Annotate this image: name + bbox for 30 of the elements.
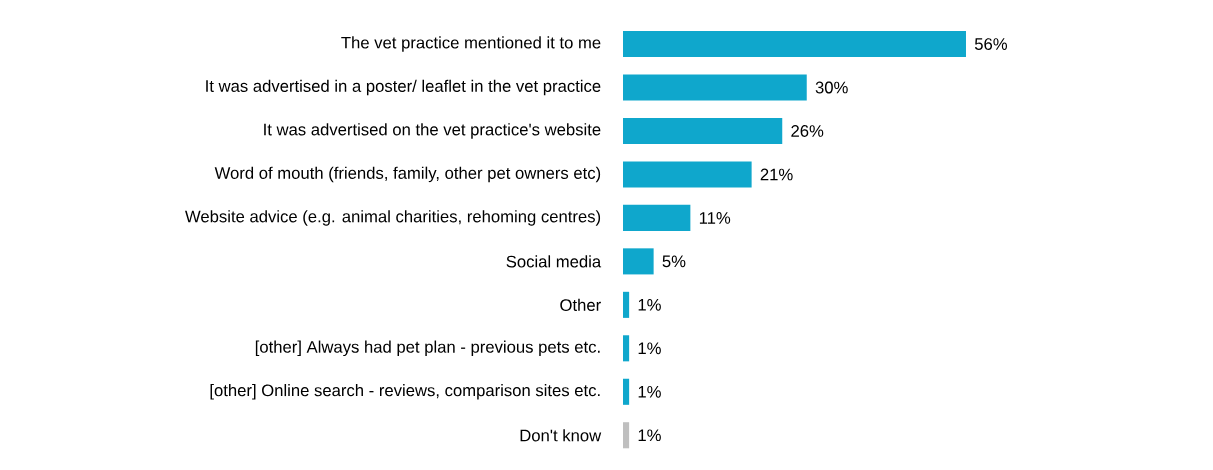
bar: [623, 335, 630, 362]
y-tick-label: It was advertised on the vet practice's website: [264, 123, 601, 139]
y-tick-label: Website advice (e.g. animal charities, rehoming centres): [185, 210, 601, 226]
data-label: 1%: [638, 342, 661, 355]
bar: [623, 378, 630, 405]
y-tick-label: Social media: [506, 255, 602, 268]
bar: [623, 74, 807, 101]
y-tick-label: It was advertised in a poster/ leaflet in the vet practice: [206, 79, 601, 96]
y-tick-label: Don't know: [520, 429, 602, 442]
data-label: 5%: [662, 255, 686, 268]
data-label: 1%: [638, 385, 661, 398]
bar: [623, 31, 966, 58]
data-label: 1%: [638, 299, 661, 311]
y-tick-label: Word of mouth (friends, family, other pet owners etc): [214, 166, 601, 183]
y-tick-label: [other] Always had pet plan - previous pets etc.: [255, 340, 600, 357]
bar: [623, 161, 752, 188]
data-label: 30%: [815, 81, 848, 94]
y-tick-label: [other] Online search - reviews, comparison sites etc.: [210, 384, 600, 400]
bar: [623, 248, 654, 275]
data-label: 11%: [699, 212, 731, 224]
y-tick-label: The vet practice mentioned it to me: [341, 36, 601, 52]
bar: [623, 291, 630, 318]
y-tick-label: Other: [560, 298, 601, 311]
data-label: 1%: [638, 429, 661, 442]
bar: [623, 117, 783, 145]
data-label: 26%: [791, 125, 824, 137]
bar: [623, 204, 691, 231]
data-label: 56%: [974, 38, 1008, 50]
data-label: 21%: [760, 168, 793, 181]
bar: [623, 422, 630, 449]
